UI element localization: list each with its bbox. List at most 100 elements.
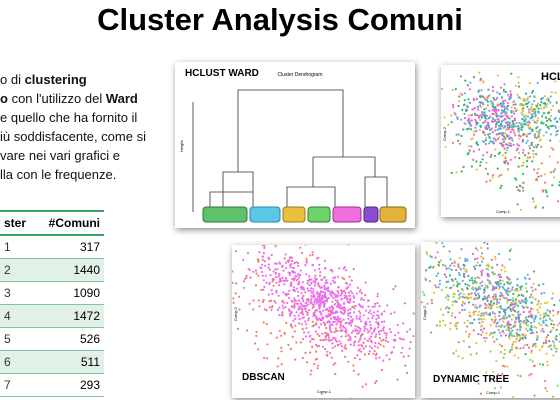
scatter-dot [504,151,507,154]
scatter-dot [502,296,505,299]
scatter-dot [301,313,304,316]
scatter-dot [466,83,469,87]
scatter-dot [555,101,558,104]
scatter-dot [475,247,478,250]
scatter-dot [303,305,307,308]
scatter-dot [442,263,445,266]
scatter-dot [320,313,323,316]
table-cell: 2 [0,258,31,282]
scatter-dot [524,133,527,136]
scatter-dot [493,331,496,334]
scatter-dot [293,314,296,317]
scatter-dot [326,320,329,323]
scatter-dot [502,140,505,143]
scatter-dot [347,312,350,315]
scatter-dot [481,101,484,104]
scatter-dot [555,120,558,123]
scatter-dot [519,301,522,305]
scatter-dot [267,293,270,296]
scatter-dot [325,338,328,341]
scatter-dot [444,324,447,327]
scatter-dot [321,339,324,342]
scatter-dot [535,331,538,334]
scatter-dot [364,294,367,297]
scatter-dot [493,113,496,116]
scatter-dot [479,164,482,167]
scatter-dot [504,143,507,146]
scatter-dot [503,160,506,163]
scatter-dot [497,328,500,331]
scatter-dot [515,125,518,128]
scatter-dot [312,295,315,299]
scatter-dot [274,268,277,271]
scatter-dot [524,353,527,356]
scatter-dot [309,340,312,343]
scatter-dot [252,270,255,273]
scatter-dot [491,299,494,302]
scatter-dot [275,336,278,339]
scatter-dot [510,115,513,118]
scatter-dot [507,287,510,290]
scatter-dot [495,286,498,290]
scatter-dot [373,305,376,308]
point-cloud [441,71,560,211]
scatter-dot [512,100,516,103]
scatter-dot [356,286,359,289]
scatter-dot [500,184,503,187]
scatter-dot [349,324,353,327]
scatter-dot [290,284,293,287]
scatter-dot [503,105,506,108]
scatter-dot [531,128,534,131]
scatter-dot [489,300,492,304]
scatter-dot [325,300,328,303]
scatter-dot [517,356,520,359]
scatter-dot [482,291,485,294]
scatter-dot [516,328,519,331]
scatter-dot [521,151,525,154]
scatter-dot [307,303,310,306]
scatter-dot [289,266,292,269]
scatter-dot [305,273,308,276]
scatter-dot [513,303,516,306]
scatter-dot [449,258,452,261]
scatter-dot [487,263,490,266]
scatter-dot [343,302,346,305]
scatter-dot [472,329,475,332]
scatter-dot [359,312,362,315]
scatter-dot [509,142,512,145]
scatter-dot [337,291,340,294]
scatter-dot [363,325,366,328]
scatter-dot [276,365,279,368]
scatter-dot [462,103,466,107]
scatter-dot [339,306,342,309]
scatter-dot [430,331,433,334]
scatter-dot [497,175,500,178]
scatter-dot [556,324,559,327]
scatter-dot [484,119,487,122]
scatter-dot [483,121,486,124]
scatter-dot [531,197,535,200]
scatter-dot [291,305,294,308]
scatter-dot [327,286,330,289]
scatter-dot [545,105,548,108]
scatter-dot [254,269,258,272]
scatter-dot [339,289,342,292]
scatter-dot [486,104,489,107]
scatter-dot [483,318,486,321]
scatter-dot [349,343,352,346]
scatter-dot [526,139,529,142]
scatter-dot [340,345,343,348]
scatter-dot [434,284,437,287]
scatter-dot [509,348,512,351]
scatter-dot [332,320,335,324]
scatter-dot [293,330,296,333]
scatter-dot [280,363,283,366]
scatter-dot [462,263,465,266]
scatter-dot [332,292,335,295]
scatter-dot [442,313,445,316]
scatter-dot [531,360,534,363]
scatter-dot [312,293,315,296]
scatter-dot [521,118,524,121]
scatter-dot [508,126,511,129]
scatter-dot [296,302,300,305]
